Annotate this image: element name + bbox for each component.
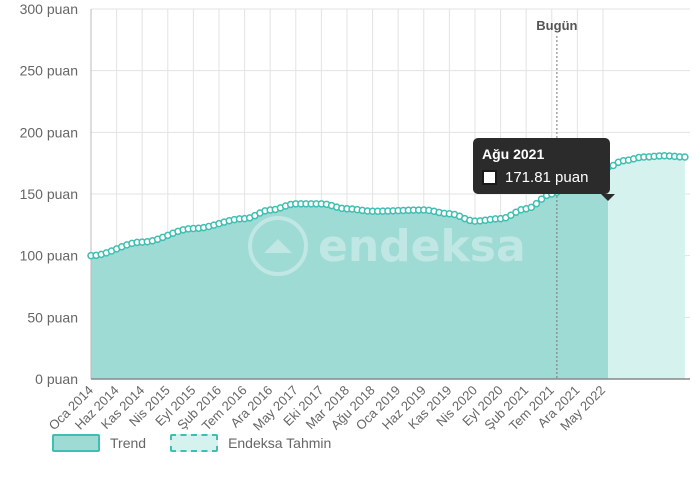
legend-label-trend: Trend	[110, 435, 147, 451]
tooltip-title: Ağu 2021	[482, 146, 545, 162]
y-tick-label: 250 puan	[20, 63, 78, 79]
today-label: Bugün	[536, 18, 577, 33]
area-forecast	[608, 155, 685, 379]
y-tick-label: 200 puan	[20, 124, 78, 140]
house-logo-icon	[248, 216, 308, 276]
legend-item-trend[interactable]: Trend	[52, 434, 146, 452]
y-tick-label: 100 puan	[20, 248, 78, 264]
chart-legend: Trend Endeksa Tahmin	[52, 434, 355, 452]
data-point	[537, 195, 546, 203]
tooltip-row: 171.81 puan	[482, 169, 601, 186]
tooltip-value: 171.81 puan	[505, 169, 589, 186]
data-point	[532, 199, 541, 208]
tooltip-swatch	[482, 170, 497, 185]
y-tick-label: 150 puan	[20, 186, 78, 202]
data-point	[527, 203, 536, 212]
y-tick-label: 300 puan	[20, 1, 78, 17]
legend-label-forecast: Endeksa Tahmin	[228, 435, 332, 451]
legend-swatch-forecast	[170, 434, 219, 452]
data-tooltip: Ağu 2021 171.81 puan	[473, 138, 615, 201]
y-tick-label: 50 puan	[27, 309, 78, 325]
endeksa-watermark: endeksa	[248, 216, 526, 276]
data-point	[609, 161, 617, 170]
data-point	[681, 153, 689, 161]
watermark-text: endeksa	[318, 220, 526, 272]
area-trend	[91, 167, 609, 379]
legend-swatch-trend	[52, 434, 100, 452]
y-tick-label: 0 puan	[35, 371, 78, 387]
legend-item-forecast[interactable]: Endeksa Tahmin	[170, 434, 331, 452]
